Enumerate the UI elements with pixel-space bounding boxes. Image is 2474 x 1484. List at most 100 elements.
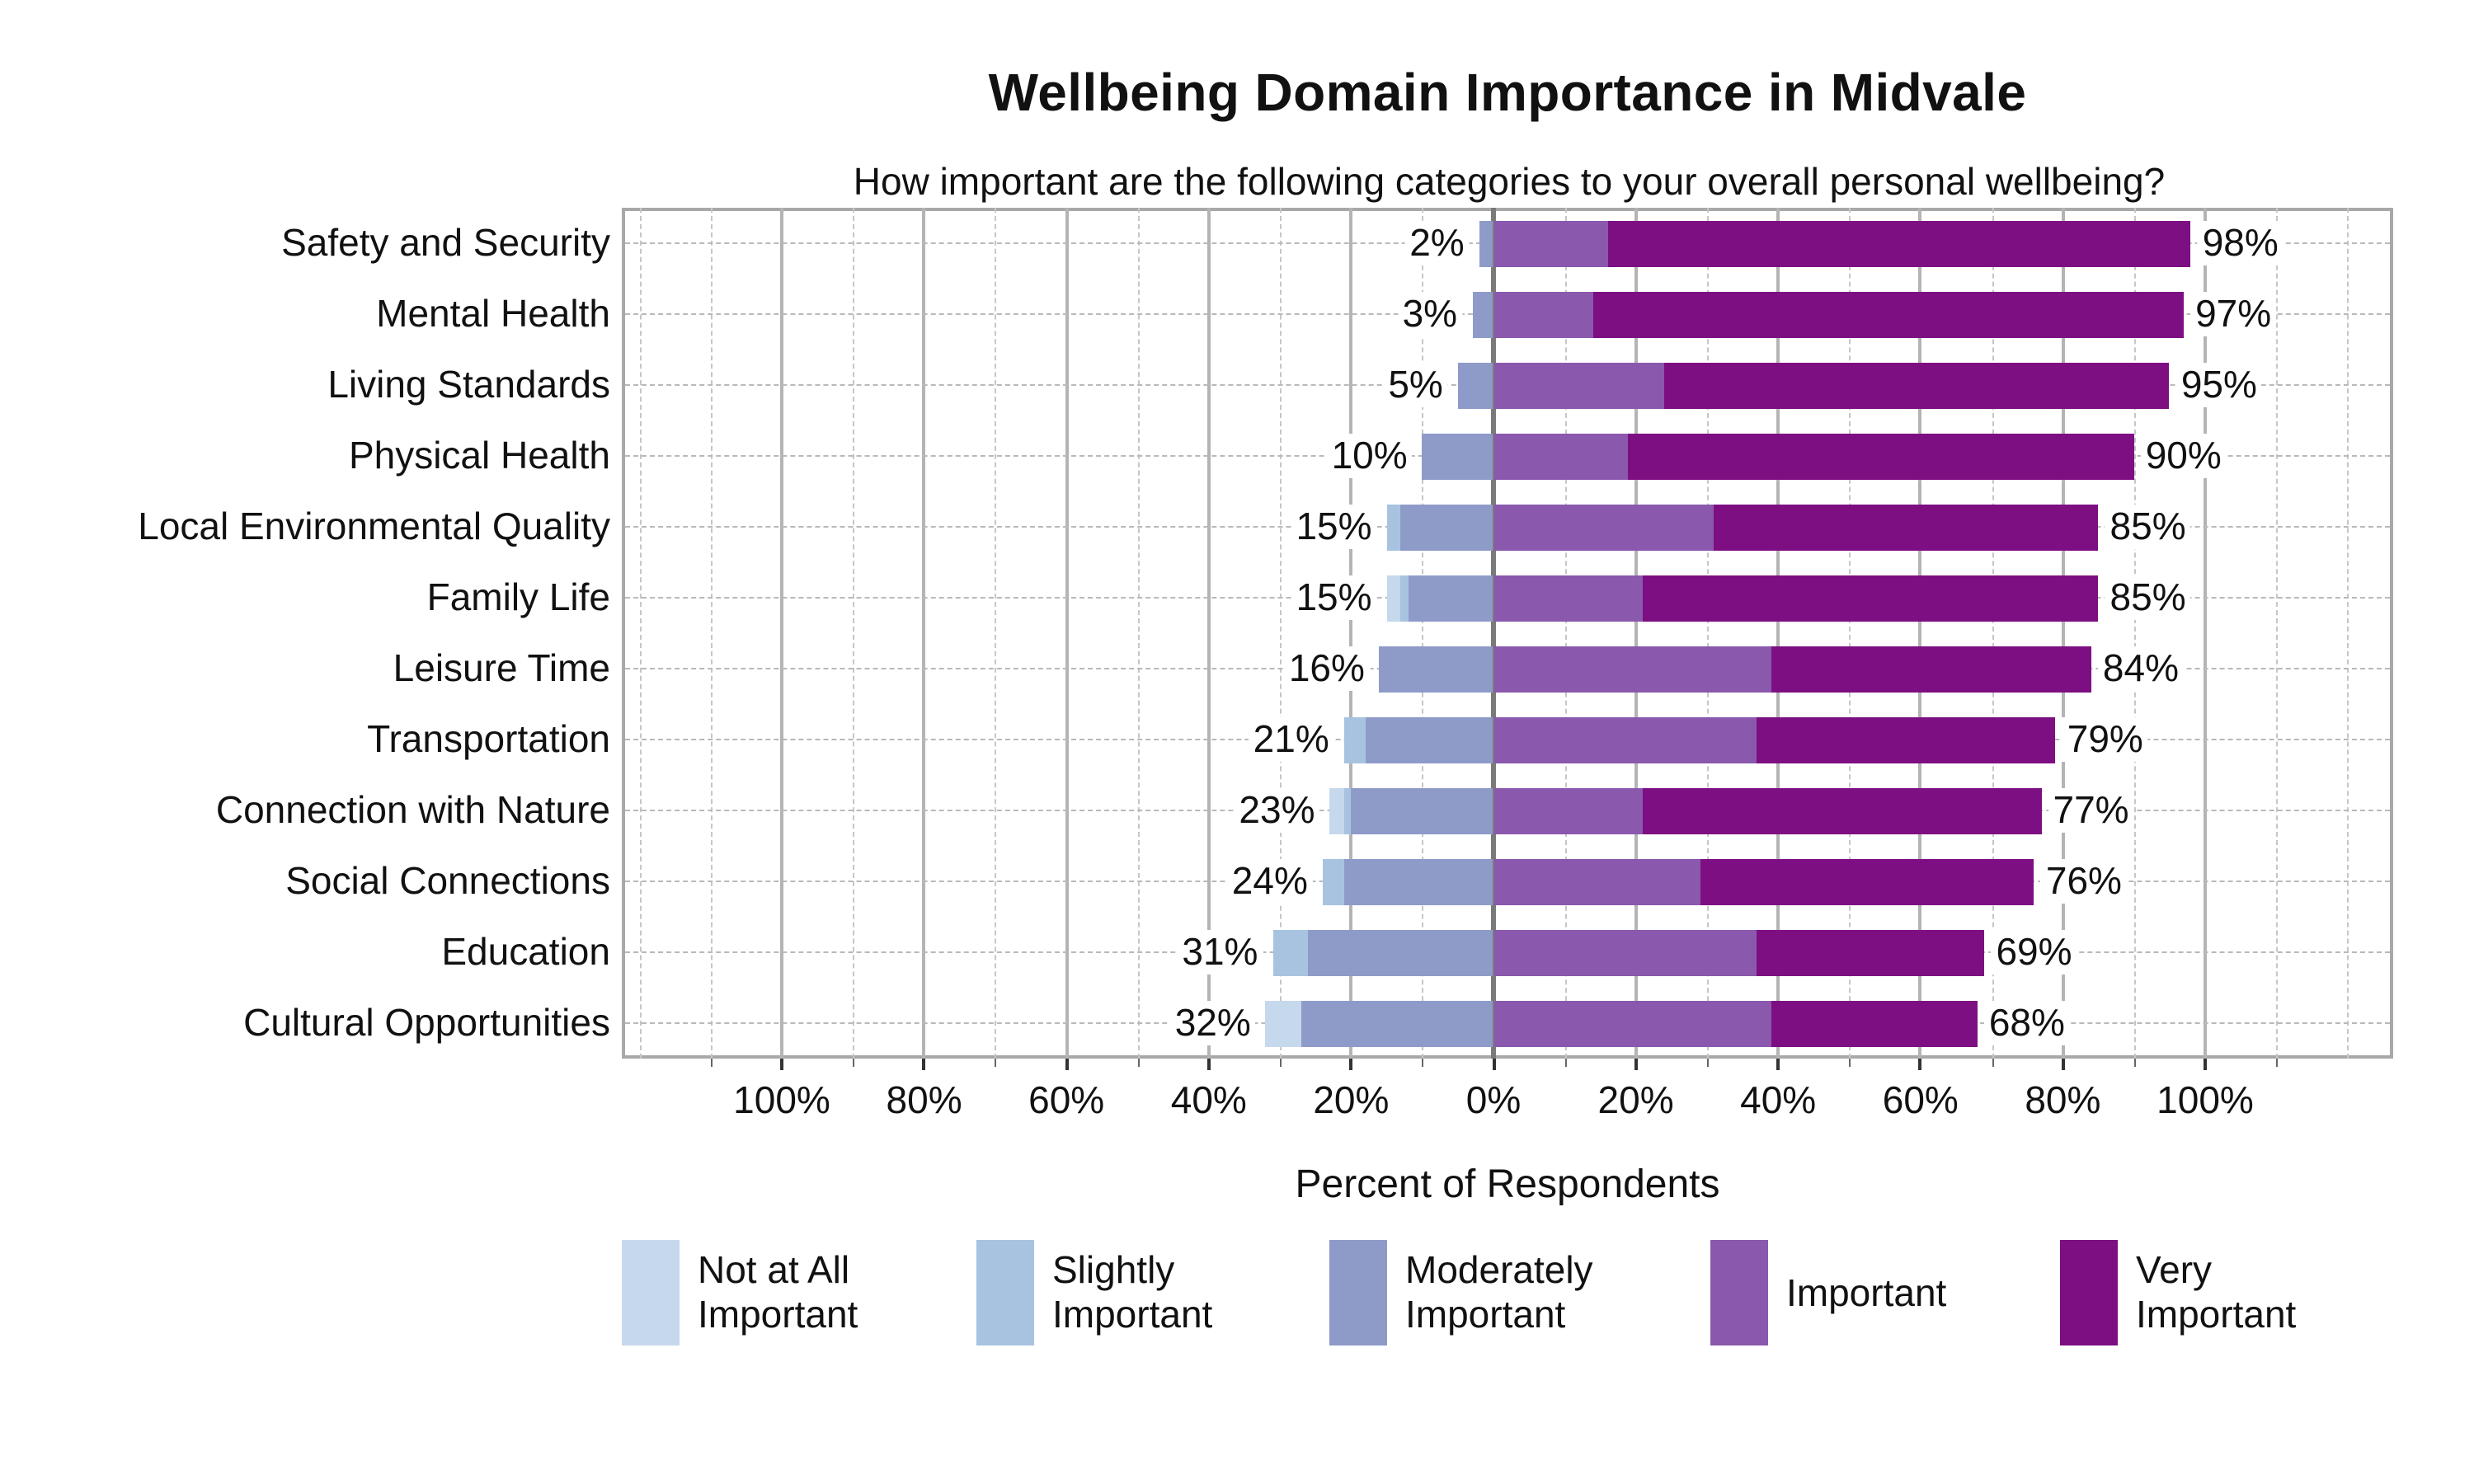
gridline-minor (2133, 208, 2136, 1059)
axis-tick (1349, 1059, 1353, 1070)
gridline-minor (995, 208, 997, 1059)
left-total-label: 16% (1283, 646, 1370, 690)
axis-minor-tick (2133, 1059, 2136, 1067)
bar-segment-important (1493, 858, 1700, 904)
bar-segment-very (1664, 362, 2170, 408)
axis-tick (922, 1059, 926, 1070)
bar-segment-slightly (1272, 929, 1309, 975)
axis-tick-label: 20% (1313, 1078, 1390, 1121)
axis-minor-tick (853, 1059, 855, 1067)
bar-segment-moderately (1472, 291, 1493, 337)
bar-segment-moderately (1408, 575, 1493, 621)
chart-subtitle: How important are the following categori… (853, 160, 2166, 203)
legend-label: Very Important (2136, 1248, 2297, 1336)
bar-segment-important (1493, 646, 1771, 692)
axis-tick-label: 100% (733, 1078, 830, 1121)
gridline-major (1065, 208, 1069, 1059)
bar-segment-moderately (1343, 858, 1493, 904)
category-label: Leisure Time (393, 646, 610, 688)
legend-swatch-not_at_all (622, 1240, 680, 1345)
gridline-minor (1564, 208, 1567, 1059)
gridline-major (1634, 208, 1638, 1059)
right-total-label: 69% (1991, 929, 2077, 974)
left-total-label: 21% (1248, 716, 1334, 761)
axis-tick-label: 80% (2025, 1078, 2101, 1121)
left-total-label: 32% (1169, 1000, 1256, 1045)
right-total-label: 76% (2040, 858, 2127, 903)
plot-frame (622, 208, 2393, 1059)
bar-segment-very (1628, 433, 2134, 479)
bar-segment-moderately (1457, 362, 1493, 408)
category-label: Transportation (367, 716, 610, 759)
gridline-minor (710, 208, 713, 1059)
gridline-major (1349, 208, 1353, 1059)
axis-tick (2061, 1059, 2065, 1070)
left-total-label: 2% (1404, 220, 1470, 265)
left-total-label: 15% (1291, 504, 1377, 548)
bar-segment-important (1493, 716, 1757, 763)
bar-segment-very (1757, 929, 1985, 975)
bar-segment-not_at_all (1265, 1000, 1301, 1046)
bar-segment-moderately (1422, 433, 1493, 479)
category-label: Safety and Security (281, 220, 610, 263)
gridline-major (2204, 208, 2207, 1059)
bar-segment-very (1643, 787, 2042, 834)
bar-segment-important (1493, 1000, 1771, 1046)
bar-segment-important (1493, 433, 1629, 479)
legend-item-very: Very Important (2060, 1238, 2296, 1347)
category-label: Connection with Nature (215, 787, 610, 830)
axis-tick-label: 60% (1882, 1078, 1959, 1121)
axis-minor-tick (2276, 1059, 2279, 1067)
category-label: Mental Health (376, 291, 610, 334)
category-label: Living Standards (327, 362, 610, 405)
legend-swatch-very (2060, 1240, 2118, 1345)
bar-segment-very (1700, 858, 2034, 904)
bar-segment-important (1493, 220, 1608, 266)
bar-segment-very (1757, 716, 2056, 763)
axis-tick-label: 100% (2157, 1078, 2254, 1121)
gridline-minor (1992, 208, 1994, 1059)
axis-minor-tick (1992, 1059, 1994, 1067)
axis-minor-tick (1564, 1059, 1567, 1067)
axis-minor-tick (1280, 1059, 1282, 1067)
left-total-label: 10% (1326, 433, 1413, 477)
bar-segment-very (1643, 575, 2099, 621)
gridline-minor (1849, 208, 1851, 1059)
legend-swatch-slightly (976, 1240, 1034, 1345)
x-axis-label: Percent of Respondents (1295, 1162, 1720, 1207)
axis-tick-label: 20% (1597, 1078, 1674, 1121)
gridline-minor (1706, 208, 1709, 1059)
bar-segment-moderately (1351, 787, 1493, 834)
gridline-minor (2347, 208, 2349, 1059)
right-total-label: 77% (2048, 787, 2134, 832)
legend-label: Important (1786, 1270, 1947, 1313)
bar-segment-moderately (1379, 646, 1493, 692)
bar-segment-slightly (1322, 858, 1344, 904)
gridline-major (780, 208, 783, 1059)
legend-item-moderately: Moderately Important (1329, 1238, 1593, 1347)
bar-segment-very (1592, 291, 2185, 337)
category-label: Education (441, 929, 610, 972)
bar-segment-slightly (1400, 575, 1409, 621)
right-total-label: 68% (1983, 1000, 2070, 1045)
category-label: Social Connections (285, 858, 610, 901)
legend-label: Not at All Important (698, 1248, 858, 1336)
gridline-major (2061, 208, 2065, 1059)
left-total-label: 15% (1291, 575, 1377, 619)
bar-segment-important (1493, 929, 1757, 975)
gridline-major (1206, 208, 1211, 1059)
bar-segment-important (1493, 504, 1714, 550)
bar-segment-slightly (1343, 716, 1366, 763)
category-label: Family Life (426, 575, 610, 618)
left-total-label: 24% (1226, 858, 1313, 903)
right-total-label: 98% (2197, 220, 2284, 265)
gridline-minor (1422, 208, 1424, 1059)
bar-segment-very (1771, 646, 2091, 692)
axis-tick (780, 1059, 783, 1070)
left-total-label: 5% (1383, 362, 1448, 406)
category-label: Physical Health (348, 433, 610, 476)
bar-segment-moderately (1479, 220, 1493, 266)
gridline-minor (2276, 208, 2279, 1059)
right-total-label: 97% (2190, 291, 2277, 336)
